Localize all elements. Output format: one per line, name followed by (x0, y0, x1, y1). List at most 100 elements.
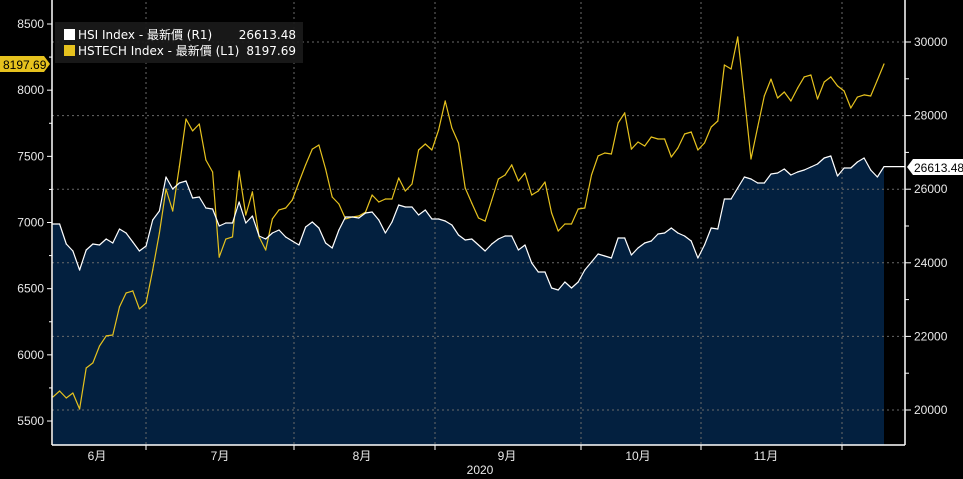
left-axis-tick-label: 5500 (17, 414, 44, 428)
hstech-point (72, 392, 74, 394)
hstech-point (850, 107, 852, 109)
hstech-point (172, 210, 174, 212)
hsi-point (218, 225, 220, 227)
hstech-point (703, 142, 706, 144)
hsi-point (65, 243, 67, 245)
hsi-point (531, 262, 533, 264)
hstech-point (803, 76, 805, 78)
hsi-point (231, 222, 234, 224)
hstech-point (391, 198, 393, 200)
hstech-point (325, 168, 327, 170)
left-axis-tick-label: 8000 (17, 83, 44, 97)
hsi-point (72, 250, 74, 252)
hstech-point (783, 91, 785, 93)
hsi-point (471, 238, 473, 240)
hsi-point (797, 171, 799, 173)
last-value-tag-hstech: 8197.69 (0, 56, 50, 72)
hsi-point (118, 228, 121, 230)
left-axis-tick-label: 8500 (17, 17, 44, 31)
hsi-point (830, 155, 832, 157)
hsi-point (344, 216, 347, 218)
hstech-point (657, 138, 659, 140)
x-axis-tick-label: 10月 (625, 449, 650, 463)
hsi-point (105, 238, 107, 240)
hstech-point (238, 170, 240, 172)
hsi-point (251, 215, 253, 217)
hstech-point (537, 190, 539, 192)
series-layer (52, 36, 905, 410)
hsi-point (497, 238, 499, 240)
hstech-point (65, 397, 67, 399)
hstech-point (723, 64, 726, 66)
hstech-point (517, 180, 520, 182)
hstech-point (112, 334, 114, 336)
x-axis-tick-label: 6月 (88, 449, 107, 463)
hsi-point (644, 242, 646, 244)
legend-label-hstech: HSTECH Index - 最新價 (L1) (78, 43, 239, 58)
hsi-point (325, 242, 327, 244)
hsi-point (743, 176, 746, 178)
hsi-point (265, 238, 267, 240)
hstech-point (684, 133, 686, 135)
hsi-point (863, 157, 865, 159)
hsi-point (670, 227, 672, 229)
hsi-point (258, 235, 260, 237)
hsi-point (178, 182, 180, 184)
hstech-point (338, 203, 340, 205)
legend: HSI Index - 最新價 (R1) 26613.48 HSTECH Ind… (55, 22, 303, 63)
hsi-point (418, 214, 420, 216)
hsi-point (577, 281, 579, 283)
hsi-point (491, 243, 493, 245)
hsi-point (192, 197, 194, 199)
hstech-point (444, 100, 446, 102)
hsi-point (856, 161, 859, 163)
hsi-point (291, 240, 293, 242)
hsi-point (790, 174, 792, 176)
right-axis-tick-label: 24000 (914, 256, 948, 270)
hstech-point (836, 85, 839, 87)
hsi-point (737, 187, 739, 189)
hsi-point (537, 271, 539, 273)
hsi-point (79, 269, 81, 271)
hstech-point (770, 78, 772, 80)
hstech-point (551, 212, 553, 214)
hstech-point (158, 232, 160, 234)
hstech-point (717, 120, 719, 122)
hstech-point (743, 96, 746, 98)
hstech-point (85, 367, 87, 369)
hsi-point (757, 182, 759, 184)
hstech-point (298, 181, 300, 183)
hstech-point (311, 148, 313, 150)
hstech-point (524, 172, 526, 174)
hsi-point (311, 221, 313, 223)
hsi-point (398, 204, 400, 206)
hsi-point (98, 244, 101, 246)
hsi-point (617, 237, 619, 239)
hsi-point (657, 233, 659, 235)
hsi-area-layer (53, 156, 884, 445)
hstech-point (225, 238, 227, 240)
hstech-point (730, 68, 732, 70)
left-axis-tick-label: 6000 (17, 348, 44, 362)
hsi-point (664, 232, 666, 234)
hstech-point (491, 199, 493, 201)
hstech-point (398, 177, 400, 179)
hstech-point (670, 156, 672, 158)
hstech-point (125, 292, 127, 294)
hstech-point (198, 123, 200, 125)
hsi-point (125, 232, 127, 234)
hsi-point (843, 167, 845, 169)
hstech-point (584, 207, 586, 209)
last-value-tag-hsi-shape (907, 159, 963, 175)
right-axis-tick-label: 30000 (914, 35, 948, 49)
legend-background (55, 22, 303, 63)
hstech-point (471, 202, 473, 204)
hsi-point (411, 206, 413, 208)
hsi-point (604, 255, 606, 257)
hsi-point (836, 175, 839, 177)
hsi-point (557, 289, 559, 291)
hsi-point (777, 172, 779, 174)
last-value-tag-hstech-shape (0, 56, 50, 72)
hstech-point (231, 236, 234, 238)
hstech-point (790, 100, 792, 102)
